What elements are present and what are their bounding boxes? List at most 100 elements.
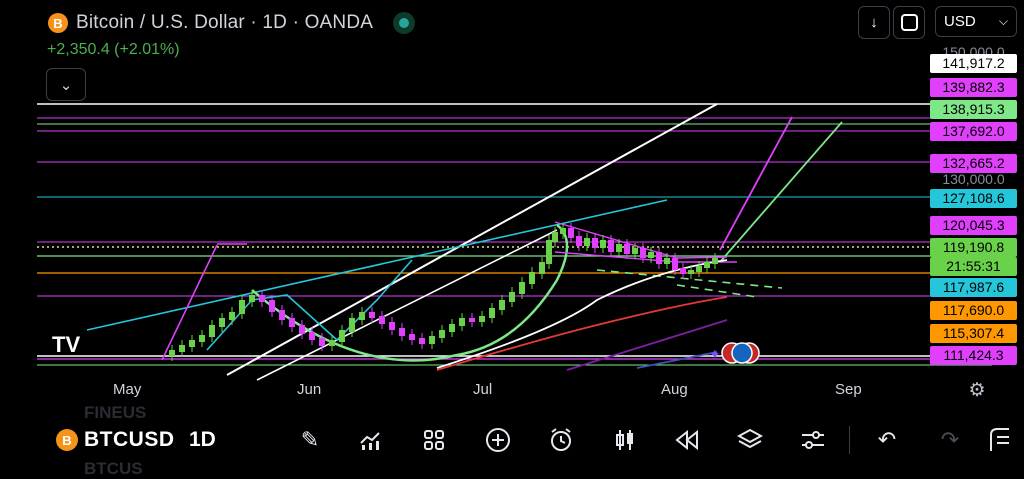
chevron-down-icon: ⌵ — [998, 14, 1008, 28]
candle-body — [299, 325, 305, 334]
time-label: Jul — [473, 381, 493, 398]
candle-body — [546, 240, 552, 264]
price-label: 21:55:31 — [930, 257, 1017, 276]
toolbar-interval[interactable]: 1D — [189, 428, 216, 451]
candle-body — [269, 300, 275, 312]
grid-icon[interactable] — [418, 424, 450, 456]
settings-sliders-icon[interactable] — [797, 424, 829, 456]
candle-body — [712, 258, 718, 264]
price-label: 137,692.0 — [930, 122, 1017, 141]
candle-body — [459, 318, 465, 326]
fullscreen-button[interactable] — [893, 6, 925, 39]
alarm-icon[interactable] — [545, 424, 577, 456]
price-scale-tick: 130,000.0 — [942, 171, 1005, 187]
candle-body — [259, 295, 265, 302]
candle-body — [656, 252, 662, 264]
candle-body — [199, 335, 205, 342]
event-flag-icon — [731, 342, 753, 364]
candle-body — [329, 340, 335, 346]
price-label: 139,882.3 — [930, 78, 1017, 97]
down-arrow-icon: ↓ — [870, 14, 878, 31]
ma-red — [436, 296, 728, 371]
candle-body — [519, 282, 525, 294]
undo-icon[interactable]: ↶ — [877, 427, 897, 452]
trendline-cyan — [86, 199, 668, 331]
price-label: 117,690.0 — [930, 301, 1017, 320]
candle-body — [568, 228, 574, 238]
market-open-icon[interactable] — [393, 12, 416, 34]
candle-body — [389, 322, 395, 330]
plus-circle-icon[interactable] — [482, 424, 514, 456]
candle-body — [449, 324, 455, 332]
candle-body — [319, 338, 325, 346]
replay-icon[interactable] — [671, 424, 703, 456]
candle-icon[interactable] — [609, 424, 641, 456]
chart-area[interactable]: ✦ TV — [37, 0, 992, 408]
candle-body — [499, 300, 505, 310]
candle-body — [688, 270, 694, 274]
candle-body — [419, 338, 425, 344]
candle-body — [584, 238, 590, 246]
toolbar-symbol[interactable]: B BTCUSD — [56, 428, 175, 452]
candle-body — [632, 248, 638, 254]
trendline-white-upper — [226, 103, 718, 376]
left-strip — [0, 0, 37, 473]
bottom-toolbar — [0, 408, 1024, 473]
candle-body — [616, 244, 622, 252]
candle-body — [624, 244, 630, 254]
ma-purple — [566, 319, 728, 371]
candle-body — [239, 300, 245, 314]
gear-icon[interactable]: ⚙ — [968, 379, 986, 401]
candle-body — [229, 312, 235, 320]
price-label: 138,915.3 — [930, 100, 1017, 119]
candle-body — [704, 262, 710, 268]
candles — [169, 223, 718, 361]
candle-body — [339, 330, 345, 342]
symbol-header[interactable]: B Bitcoin / U.S. Dollar · 1D · OANDA — [48, 10, 416, 36]
price-label: 127,108.6 — [930, 189, 1017, 208]
redo-icon[interactable]: ↷ — [940, 427, 960, 452]
toolbar-divider — [849, 426, 850, 454]
indicators-icon[interactable] — [355, 424, 387, 456]
layers-icon[interactable] — [734, 424, 766, 456]
candle-body — [552, 232, 558, 242]
candle-body — [664, 258, 670, 264]
candle-body — [429, 336, 435, 344]
time-label: Aug — [661, 381, 688, 398]
symbol-title[interactable]: Bitcoin / U.S. Dollar · 1D · OANDA — [76, 12, 374, 33]
candle-body — [309, 332, 315, 340]
download-button[interactable]: ↓ — [858, 6, 890, 39]
toolbar-symbol-text: BTCUSD — [84, 428, 175, 451]
time-label: Sep — [835, 381, 862, 398]
candle-body — [359, 312, 365, 320]
chart-canvas[interactable]: ✦ TV — [37, 0, 992, 408]
time-label: May — [113, 381, 142, 398]
sparkle-icon: ✦ — [709, 347, 721, 363]
price-label: 111,424.3 — [930, 346, 1017, 365]
chevron-down-icon: ⌄ — [59, 76, 73, 94]
time-label: Jun — [297, 381, 322, 398]
candle-body — [479, 316, 485, 322]
candle-body — [600, 240, 606, 248]
pencil-icon[interactable]: ✎ — [300, 427, 320, 452]
projection-magenta — [719, 116, 793, 251]
bitcoin-icon: B — [48, 13, 68, 33]
drag-handle-icon[interactable] — [985, 424, 1015, 456]
impulse-magenta-left — [161, 244, 218, 361]
candle-body — [560, 228, 566, 234]
candle-body — [576, 236, 582, 246]
candle-body — [279, 310, 285, 320]
collapse-button[interactable]: ⌄ — [46, 68, 86, 101]
candle-body — [648, 252, 654, 258]
candle-body — [489, 308, 495, 318]
currency-select[interactable]: USD ⌵ — [935, 6, 1017, 37]
price-label: 120,045.3 — [930, 216, 1017, 235]
candle-body — [608, 240, 614, 252]
dashed-green-2 — [676, 284, 758, 298]
bitcoin-icon: B — [56, 429, 78, 451]
candle-body — [640, 248, 646, 258]
candle-body — [189, 340, 195, 347]
trendline-white-lower — [256, 229, 558, 381]
tv-watermark: TV — [52, 332, 80, 357]
